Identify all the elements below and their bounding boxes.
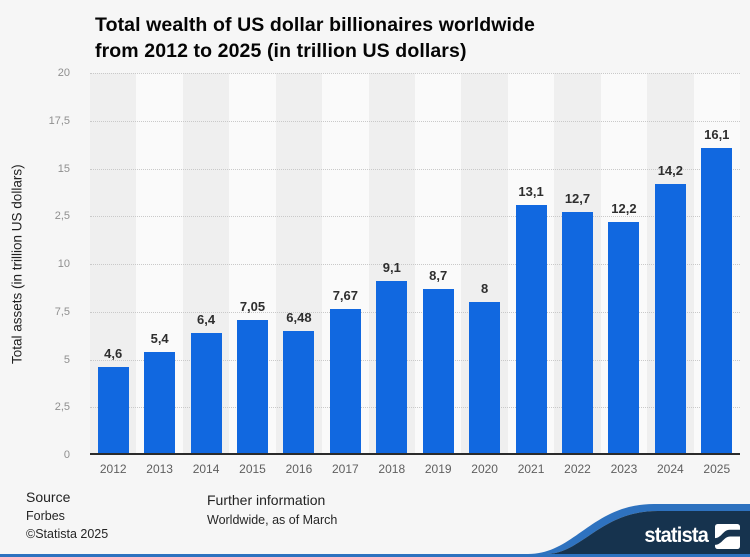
copyright-label: ©Statista 2025 (26, 527, 109, 541)
bar-value-label: 9,1 (382, 260, 401, 276)
bar-value-label: 16,1 (704, 126, 730, 142)
chart-title-line-1: Total wealth of US dollar billionaires w… (95, 14, 535, 36)
bar[interactable] (237, 320, 268, 455)
y-tick-label: 10 (57, 258, 70, 270)
further-information-heading: Further information (207, 492, 326, 508)
bar[interactable] (654, 183, 686, 455)
y-tick-label: 20 (57, 67, 70, 79)
grid-line (90, 73, 740, 74)
source-heading: Source (26, 489, 71, 505)
footer-source-block: Source Forbes ©Statista 2025 (26, 487, 108, 543)
grid-line (90, 311, 740, 313)
bar[interactable] (422, 288, 454, 455)
bar-value-label: 8 (481, 281, 489, 297)
source-name[interactable]: Forbes (26, 509, 65, 523)
bar[interactable] (376, 281, 408, 455)
bar-value-label: 6,4 (197, 311, 216, 327)
x-tick-label: 2025 (703, 462, 731, 476)
x-tick-label: 2020 (471, 462, 498, 476)
bar-value-label: 6,48 (286, 310, 312, 326)
bar[interactable] (469, 302, 501, 455)
plot-area: 4,6 2012 5,4 2013 6,4 2014 7,05 2015 6,48 2016 7,6… (90, 73, 740, 476)
grid-line (90, 216, 740, 218)
bar-value-label: 13,1 (518, 183, 544, 199)
grid-line (90, 359, 740, 361)
y-tick-label: 2,5 (54, 210, 70, 223)
y-axis: 20 17,5 15 2,5 10 7,5 5 2,5 0 (0, 67, 70, 461)
statista-wave-graphic (528, 504, 750, 554)
bar[interactable] (190, 332, 222, 455)
y-tick-label: 2,5 (54, 401, 70, 414)
bar[interactable] (562, 212, 593, 455)
x-tick-label: 2017 (332, 462, 359, 476)
y-tick-label: 17,5 (48, 114, 70, 127)
y-tick-label: 5 (63, 353, 70, 366)
bar-value-label: 8,7 (429, 267, 448, 283)
x-tick-label: 2019 (424, 462, 452, 476)
statista-logo-text: statista (644, 524, 709, 547)
grid-line (90, 407, 740, 409)
bar-value-label: 12,2 (611, 200, 637, 216)
x-axis-line (90, 453, 740, 455)
x-tick-label: 2012 (99, 462, 127, 476)
bar[interactable] (329, 308, 361, 455)
bar[interactable] (283, 331, 315, 455)
bar[interactable] (515, 204, 547, 455)
x-tick-label: 2014 (192, 462, 220, 476)
bar-value-label: 4,6 (104, 346, 123, 362)
bar[interactable] (144, 351, 176, 455)
footer-further-block: Further information Worldwide, as of Mar… (207, 489, 337, 529)
further-information-text: Worldwide, as of March (207, 513, 338, 527)
x-tick-label: 2024 (657, 462, 684, 476)
chart-title-line-2: from 2012 to 2025 (in trillion US dollar… (95, 40, 467, 62)
statista-wave-mark-icon (715, 523, 740, 549)
bar[interactable] (701, 147, 733, 455)
x-tick-label: 2023 (610, 462, 638, 476)
y-tick-label: 0 (63, 449, 70, 461)
bar-value-label: 7,05 (239, 299, 266, 315)
grid-line (90, 168, 740, 170)
bar[interactable] (608, 221, 640, 455)
grid-line (90, 120, 740, 122)
bar-value-label: 5,4 (150, 330, 169, 346)
x-tick-label: 2018 (378, 462, 406, 476)
bar[interactable] (97, 367, 129, 455)
y-tick-label: 7,5 (54, 305, 70, 318)
x-tick-label: 2013 (146, 462, 173, 476)
x-tick-label: 2021 (517, 462, 545, 476)
bar-value-label: 12,7 (564, 191, 591, 207)
bottom-accent-line (0, 554, 750, 557)
x-tick-label: 2022 (564, 462, 591, 476)
y-tick-label: 15 (57, 162, 70, 175)
x-tick-label: 2015 (239, 462, 266, 476)
statista-logo[interactable]: statista (641, 523, 740, 549)
x-tick-label: 2016 (285, 462, 313, 476)
chart-title: Total wealth of US dollar billionaires w… (95, 12, 535, 64)
bar-value-label: 7,67 (332, 287, 358, 303)
grid-line (90, 264, 740, 265)
bar-value-label: 14,2 (657, 162, 683, 178)
